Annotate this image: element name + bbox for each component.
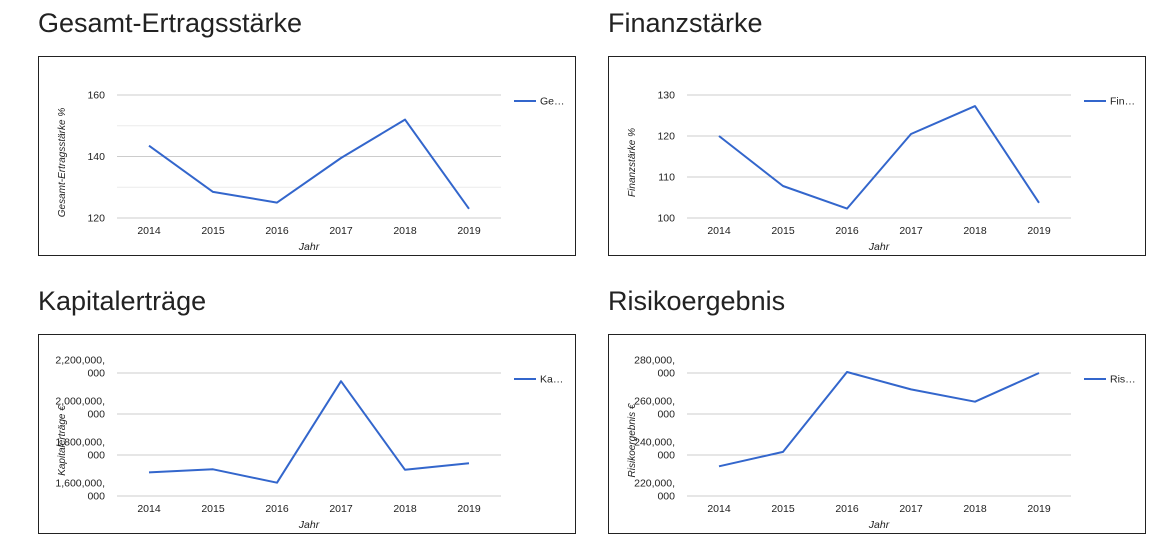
y-tick-label: 220,000, <box>634 478 675 490</box>
legend-label[interactable]: Ka… <box>540 374 563 386</box>
chart-risikoergebnis[interactable]: 220,000, 000 240,000, 000 260,000, 000 280,000… <box>608 334 1146 534</box>
legend-label[interactable]: Ge… <box>540 96 565 108</box>
x-tick-label: 2019 <box>1027 503 1051 515</box>
y-tick-label: 160 <box>87 90 105 102</box>
chart-gesamt-ertragsstaerke[interactable]: 120 140 160 2014 2015 2016 2017 2018 2019 Jahr Ges… <box>38 56 576 256</box>
x-axis-title: Jahr <box>298 241 320 253</box>
y-tick-label: 140 <box>87 151 105 163</box>
y-tick-label: 240,000, <box>634 437 675 449</box>
chart-svg: 100 110 120 130 2014 2015 2016 2017 2018 2019 Jahr… <box>627 90 1135 254</box>
y-axis-title: Finanzstärke % <box>627 128 638 197</box>
x-axis-title: Jahr <box>298 519 320 531</box>
x-tick-label: 2014 <box>707 503 731 515</box>
x-tick-label: 2018 <box>963 225 987 237</box>
x-tick-label: 2015 <box>771 503 795 515</box>
y-tick-label: 120 <box>87 213 105 225</box>
x-tick-label: 2014 <box>137 503 161 515</box>
x-tick-label: 2018 <box>393 225 417 237</box>
y-tick-label: 1,800,000, <box>55 437 105 449</box>
y-tick-label: 110 <box>658 172 675 184</box>
x-tick-label: 2017 <box>899 503 923 515</box>
x-tick-label: 2018 <box>393 503 417 515</box>
y-tick-label: 000 <box>657 450 675 462</box>
series-line[interactable] <box>718 371 1040 468</box>
series-line[interactable] <box>718 105 1040 210</box>
x-axis-title: Jahr <box>868 241 890 253</box>
x-tick-label: 2017 <box>329 503 353 515</box>
panel-title-finanzstaerke: Finanzstärke <box>608 8 763 38</box>
x-tick-label: 2015 <box>771 225 795 237</box>
x-tick-label: 2014 <box>707 225 731 237</box>
chart-svg: 1,600,000,0001,800,000,0002,000,000,0002… <box>55 355 563 532</box>
y-tick-label: 000 <box>657 409 675 421</box>
y-tick-label: 000 <box>87 368 105 380</box>
y-tick-label: 120 <box>657 131 675 143</box>
x-tick-label: 2016 <box>265 225 289 237</box>
y-tick-label: 000 <box>87 409 105 421</box>
chart-svg: 220,000,000240,000,000260,000,000280,000… <box>627 355 1136 532</box>
x-tick-label: 2016 <box>835 225 859 237</box>
y-axis-title: Gesamt-Ertragsstärke % <box>57 108 68 218</box>
x-tick-label: 2015 <box>201 225 225 237</box>
x-tick-label: 2017 <box>329 225 353 237</box>
y-tick-label: 260,000, <box>634 396 675 408</box>
series-line[interactable] <box>148 118 470 210</box>
y-tick-label: 000 <box>657 368 675 380</box>
y-tick-label: 280,000, <box>634 355 675 367</box>
y-tick-label: 1,600,000, <box>55 478 105 490</box>
chart-svg: 120 140 160 2014 2015 2016 2017 2018 2019 Jahr Ges… <box>57 90 565 254</box>
panel-title-kapitalertraege: Kapitalerträge <box>38 286 207 316</box>
panel-title-gesamt-ertragsstaerke: Gesamt-Ertragsstärke <box>38 8 303 38</box>
x-tick-label: 2017 <box>899 225 923 237</box>
x-tick-label: 2016 <box>265 503 289 515</box>
panel-title-risikoergebnis: Risikoergebnis <box>608 286 786 316</box>
x-tick-label: 2019 <box>457 503 481 515</box>
y-axis-title: Risikoergebnis € <box>627 403 638 477</box>
x-tick-label: 2018 <box>963 503 987 515</box>
y-tick-label: 2,200,000, <box>55 355 105 367</box>
series-line[interactable] <box>148 380 470 484</box>
x-axis-title: Jahr <box>868 519 890 531</box>
legend-label[interactable]: Ris… <box>1110 374 1136 386</box>
chart-finanzstaerke[interactable]: 100 110 120 130 2014 2015 2016 2017 2018 2019 Jahr… <box>608 56 1146 256</box>
chart-kapitalertraege[interactable]: 1,600,000, 000 1,800,000, 000 2,000,000, 000 2… <box>38 334 576 534</box>
x-tick-label: 2016 <box>835 503 859 515</box>
x-tick-label: 2015 <box>201 503 225 515</box>
x-tick-label: 2019 <box>1027 225 1051 237</box>
y-axis-title: Kapitalerträge € <box>57 405 68 476</box>
y-tick-label: 2,000,000, <box>55 396 105 408</box>
y-tick-label: 000 <box>87 450 105 462</box>
x-tick-label: 2014 <box>137 225 161 237</box>
y-tick-label: 130 <box>657 90 675 102</box>
y-tick-label: 000 <box>87 491 105 503</box>
x-tick-label: 2019 <box>457 225 481 237</box>
y-tick-label: 100 <box>657 213 675 225</box>
y-tick-label: 000 <box>657 491 675 503</box>
legend-label[interactable]: Fin… <box>1110 96 1135 108</box>
